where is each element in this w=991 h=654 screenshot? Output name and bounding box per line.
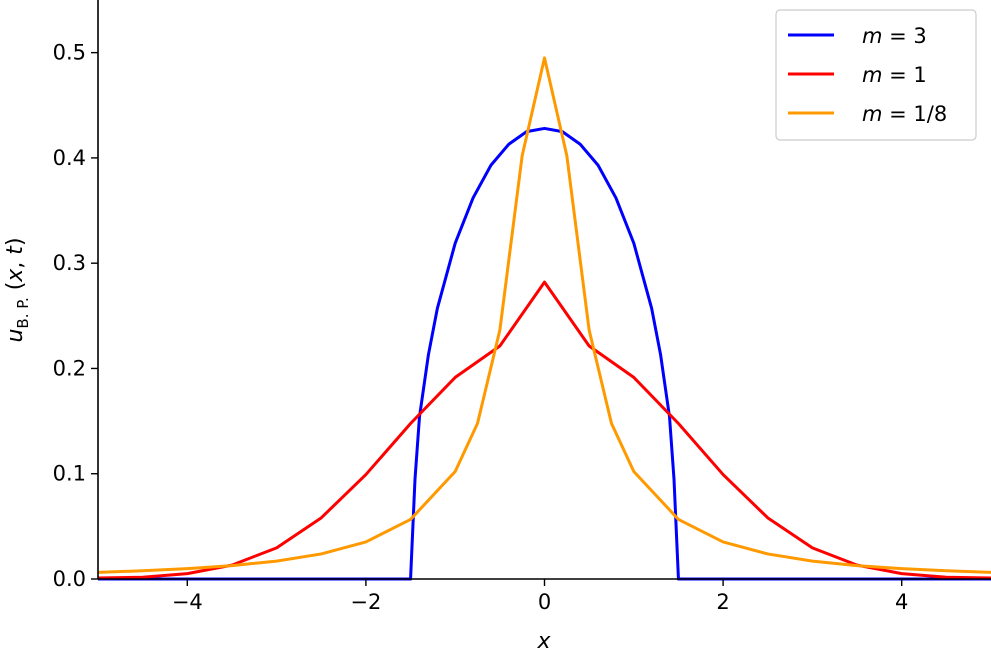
y-axis-label: uB. P. (x, t) (3, 237, 32, 342)
legend-box (775, 9, 977, 141)
legend: m = 3 m = 1 m = 1/8 (775, 9, 977, 141)
series-line-3 (97, 56, 991, 574)
x-tick-label: 4 (895, 590, 908, 614)
legend-label: m = 1/8 (862, 102, 947, 126)
y-tick-label: 0.1 (53, 462, 86, 486)
series-line-1 (98, 126, 991, 581)
legend-label: m = 1 (862, 63, 927, 87)
x-axis-label: x (536, 629, 551, 654)
x-tick-label: 2 (716, 590, 729, 614)
ticks: −4 −2 0 2 4 0.0 0.1 0.2 0.3 0.4 0.5 (53, 41, 909, 614)
y-tick-label: 0.5 (53, 41, 86, 65)
x-tick-label: −4 (172, 590, 203, 614)
y-tick-label: 0.4 (53, 146, 86, 170)
series-line-2 (97, 280, 991, 580)
y-tick-label: 0.2 (53, 356, 86, 380)
plot-lines (97, 56, 991, 581)
x-tick-label: 0 (538, 590, 551, 614)
legend-label: m = 3 (862, 24, 927, 48)
y-tick-label: 0.3 (53, 251, 86, 275)
x-tick-label: −2 (350, 590, 381, 614)
y-tick-label: 0.0 (53, 567, 86, 591)
svg-text:uB. P. (x, t): uB. P. (x, t) (3, 237, 32, 342)
